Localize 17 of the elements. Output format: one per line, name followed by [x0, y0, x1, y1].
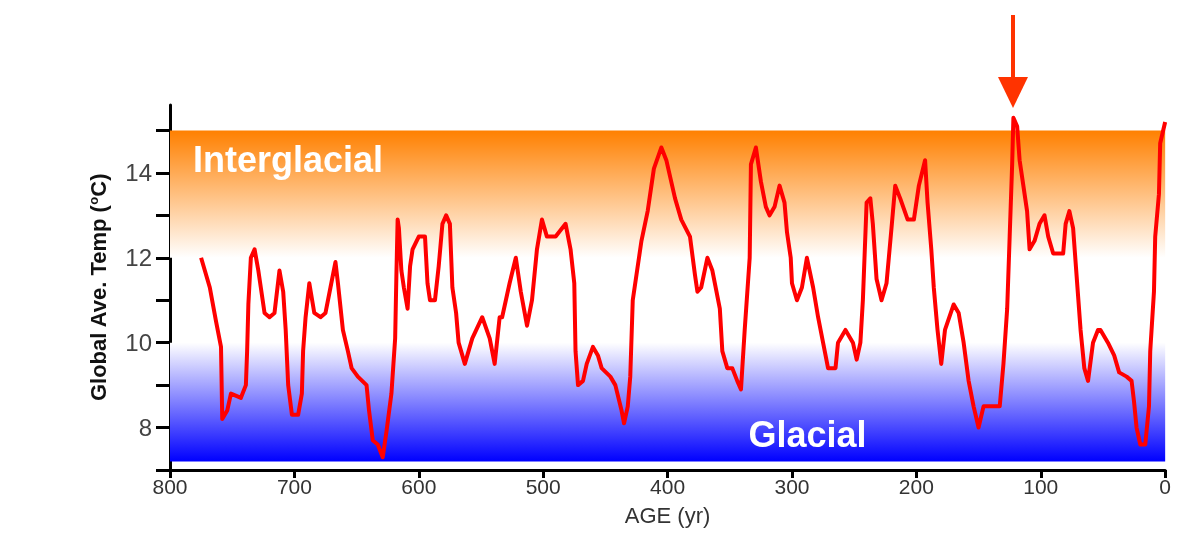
x-tick-label: 400: [650, 475, 686, 498]
x-tick-label: 200: [898, 475, 934, 498]
x-tick-label: 0: [1159, 475, 1171, 498]
y-tick-label: 14: [125, 159, 152, 187]
x-tick-label: 700: [276, 475, 312, 498]
x-axis-title: AGE (yr): [624, 502, 711, 528]
band-label: Glacial: [748, 414, 867, 456]
x-tick-label: 100: [1023, 475, 1059, 498]
y-axis-title: Global Ave. Temp (oC): [86, 173, 111, 402]
x-tick-label: 800: [152, 475, 188, 498]
x-tick-label: 600: [401, 475, 437, 498]
y-tick-label: 10: [125, 329, 152, 357]
x-tick-label: 300: [774, 475, 810, 498]
x-tick-label: 500: [525, 475, 561, 498]
y-tick-label: 8: [138, 414, 152, 442]
y-tick-label: 12: [125, 244, 152, 272]
band-label: Interglacial: [193, 138, 384, 180]
